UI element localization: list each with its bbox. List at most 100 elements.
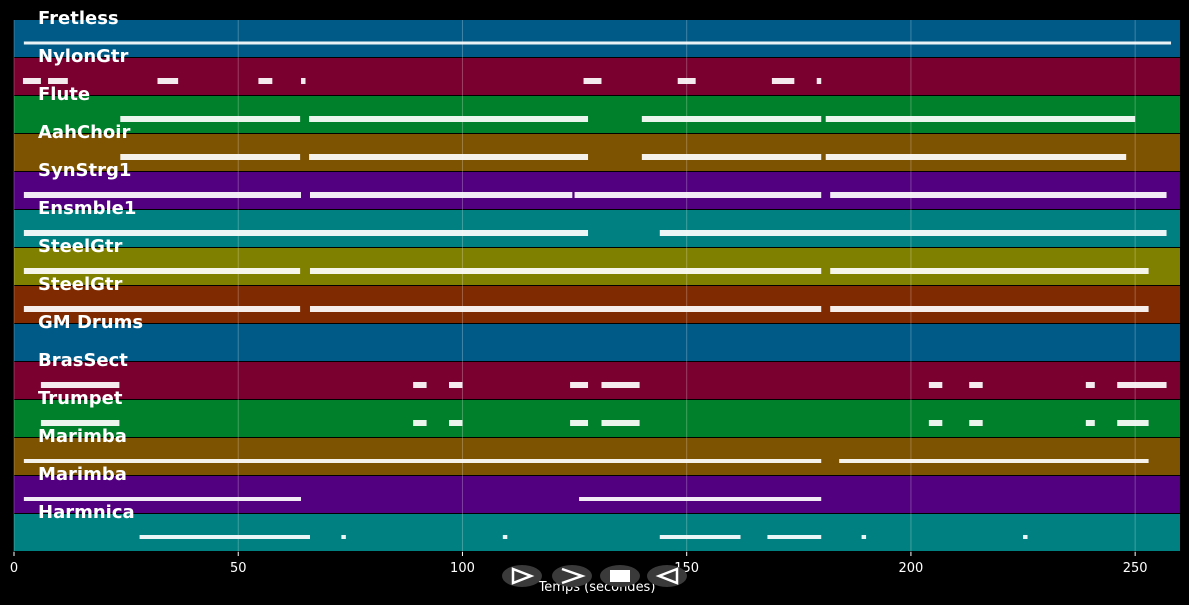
track-lane bbox=[14, 514, 1180, 551]
note-segment bbox=[301, 78, 306, 84]
note-segment bbox=[583, 78, 602, 84]
note-segment bbox=[767, 535, 822, 539]
track-lane bbox=[14, 400, 1180, 437]
track-name: Fretless bbox=[38, 8, 119, 29]
track-lane bbox=[14, 362, 1180, 399]
track-lane bbox=[14, 134, 1180, 171]
note-segment bbox=[825, 154, 1127, 160]
track-name: BrasSect bbox=[38, 350, 128, 371]
note-segment bbox=[120, 154, 301, 160]
note-segment bbox=[449, 382, 463, 388]
note-segment bbox=[1117, 382, 1167, 388]
note-segment bbox=[341, 535, 346, 539]
note-segment bbox=[23, 268, 301, 274]
track-lane bbox=[14, 210, 1180, 247]
note-segment bbox=[928, 382, 943, 388]
note-segment bbox=[659, 535, 741, 539]
note-segment bbox=[830, 192, 1167, 198]
note-segment bbox=[969, 382, 983, 388]
note-segment bbox=[579, 497, 822, 501]
track-name: SynStrg1 bbox=[38, 160, 131, 181]
note-segment bbox=[23, 306, 301, 312]
x-tick-label: 0 bbox=[10, 561, 18, 576]
note-segment bbox=[601, 382, 640, 388]
note-segment bbox=[40, 382, 120, 388]
note-segment bbox=[830, 268, 1149, 274]
track-lane bbox=[14, 58, 1180, 95]
track-lane bbox=[14, 286, 1180, 323]
note-segment bbox=[825, 116, 1136, 122]
button-icon bbox=[610, 570, 630, 582]
note-segment bbox=[601, 420, 640, 426]
note-segment bbox=[641, 116, 822, 122]
note-segment bbox=[1085, 382, 1095, 388]
button-bg bbox=[552, 565, 592, 587]
x-tick-label: 200 bbox=[899, 561, 924, 576]
note-segment bbox=[413, 420, 427, 426]
note-segment bbox=[1023, 535, 1028, 539]
track-name: Ensmble1 bbox=[38, 198, 136, 219]
track-lane bbox=[14, 324, 1180, 361]
track-name: AahChoir bbox=[38, 122, 130, 143]
note-segment bbox=[928, 420, 943, 426]
track-lane bbox=[14, 438, 1180, 475]
back-button[interactable] bbox=[647, 565, 687, 587]
x-tick-label: 50 bbox=[230, 561, 247, 576]
note-segment bbox=[309, 192, 573, 198]
track-name: Harmnica bbox=[38, 502, 135, 523]
x-tick-label: 100 bbox=[450, 561, 475, 576]
note-segment bbox=[309, 116, 589, 122]
note-segment bbox=[861, 535, 867, 539]
note-segment bbox=[309, 154, 589, 160]
note-segment bbox=[641, 154, 822, 160]
button-icon bbox=[655, 567, 679, 585]
note-segment bbox=[574, 192, 822, 198]
track-name: Trumpet bbox=[38, 388, 123, 409]
note-segment bbox=[839, 459, 1149, 463]
note-segment bbox=[449, 420, 463, 426]
note-segment bbox=[502, 535, 508, 539]
button-bg bbox=[502, 565, 542, 587]
note-segment bbox=[48, 78, 68, 84]
note-segment bbox=[23, 41, 1172, 45]
note-segment bbox=[157, 78, 179, 84]
stop-button[interactable] bbox=[600, 565, 640, 587]
note-segment bbox=[258, 78, 273, 84]
play-button[interactable] bbox=[502, 565, 542, 587]
note-segment bbox=[23, 192, 302, 198]
note-segment bbox=[816, 78, 822, 84]
track-lane bbox=[14, 96, 1180, 133]
note-segment bbox=[771, 78, 795, 84]
note-segment bbox=[23, 497, 302, 501]
note-segment bbox=[570, 420, 589, 426]
note-segment bbox=[413, 382, 427, 388]
note-segment bbox=[969, 420, 983, 426]
note-segment bbox=[830, 306, 1149, 312]
note-segment bbox=[120, 116, 301, 122]
track-name: Marimba bbox=[38, 464, 127, 485]
note-segment bbox=[22, 78, 41, 84]
track-name: Flute bbox=[38, 84, 90, 105]
button-bg bbox=[647, 565, 687, 587]
note-segment bbox=[139, 535, 310, 539]
track-name: SteelGtr bbox=[38, 236, 123, 257]
track-name: NylonGtr bbox=[38, 46, 129, 67]
note-segment bbox=[309, 268, 822, 274]
forward-button[interactable] bbox=[552, 565, 592, 587]
note-segment bbox=[659, 230, 1167, 236]
note-segment bbox=[1085, 420, 1095, 426]
track-lane bbox=[14, 20, 1180, 57]
button-icon bbox=[511, 567, 535, 585]
note-segment bbox=[570, 382, 589, 388]
note-segment bbox=[23, 459, 822, 463]
track-lane bbox=[14, 172, 1180, 209]
track-name: SteelGtr bbox=[38, 274, 123, 295]
button-icon bbox=[561, 567, 586, 585]
track-lane bbox=[14, 476, 1180, 513]
track-lane bbox=[14, 248, 1180, 285]
note-segment bbox=[677, 78, 696, 84]
x-tick-label: 250 bbox=[1123, 561, 1148, 576]
note-segment bbox=[40, 420, 120, 426]
track-name: Marimba bbox=[38, 426, 127, 447]
